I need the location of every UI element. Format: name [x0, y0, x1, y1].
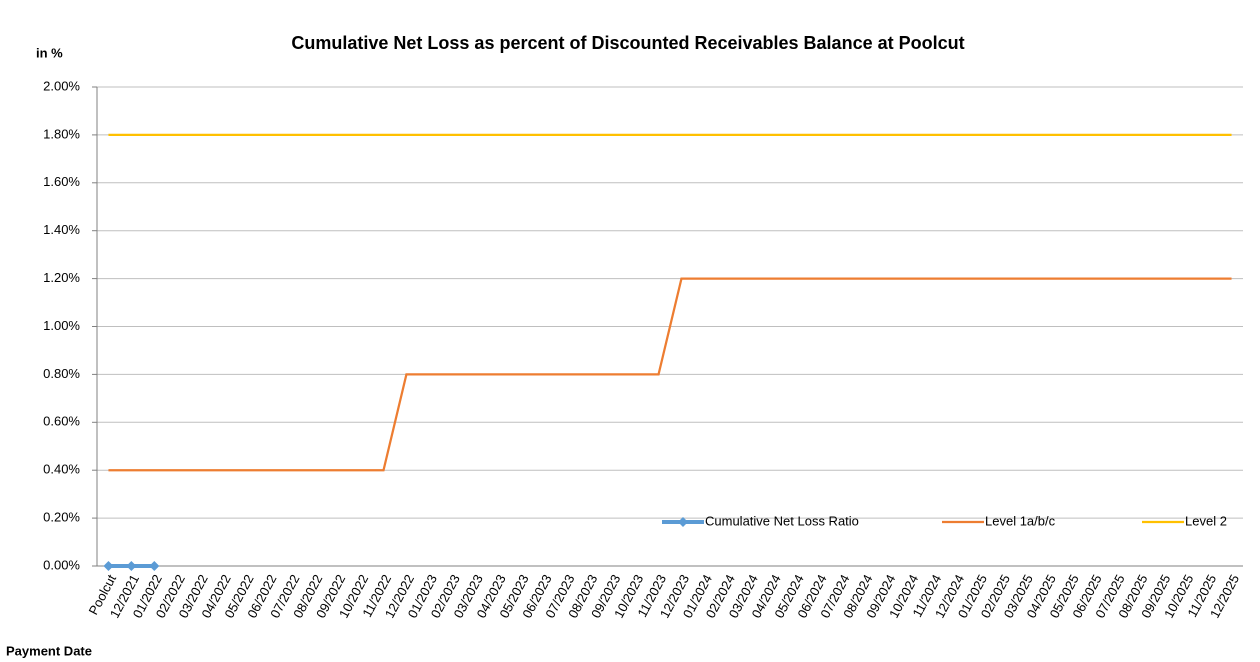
chart-title: Cumulative Net Loss as percent of Discou…	[291, 33, 964, 53]
y-tick-label: 0.80%	[43, 366, 80, 381]
y-tick-label: 0.20%	[43, 510, 80, 525]
legend-marker	[678, 517, 688, 527]
data-point	[149, 561, 160, 571]
y-tick-label: 1.60%	[43, 174, 80, 189]
y-tick-label: 0.60%	[43, 414, 80, 429]
y-tick-label: 0.00%	[43, 557, 80, 572]
y-tick-label: 1.20%	[43, 270, 80, 285]
y-tick-label: 1.00%	[43, 318, 80, 333]
data-point	[103, 561, 114, 571]
x-axis-title: Payment Date	[6, 643, 92, 658]
y-tick-label: 0.40%	[43, 462, 80, 477]
legend-label: Cumulative Net Loss Ratio	[705, 513, 859, 528]
y-axis-title: in %	[36, 45, 63, 60]
legend-label: Level 2	[1185, 513, 1227, 528]
y-tick-label: 1.80%	[43, 126, 80, 141]
series-line	[108, 277, 1232, 472]
y-tick-label: 1.40%	[43, 222, 80, 237]
data-point	[126, 561, 137, 571]
y-tick-label: 2.00%	[43, 78, 80, 93]
legend-label: Level 1a/b/c	[985, 513, 1056, 528]
